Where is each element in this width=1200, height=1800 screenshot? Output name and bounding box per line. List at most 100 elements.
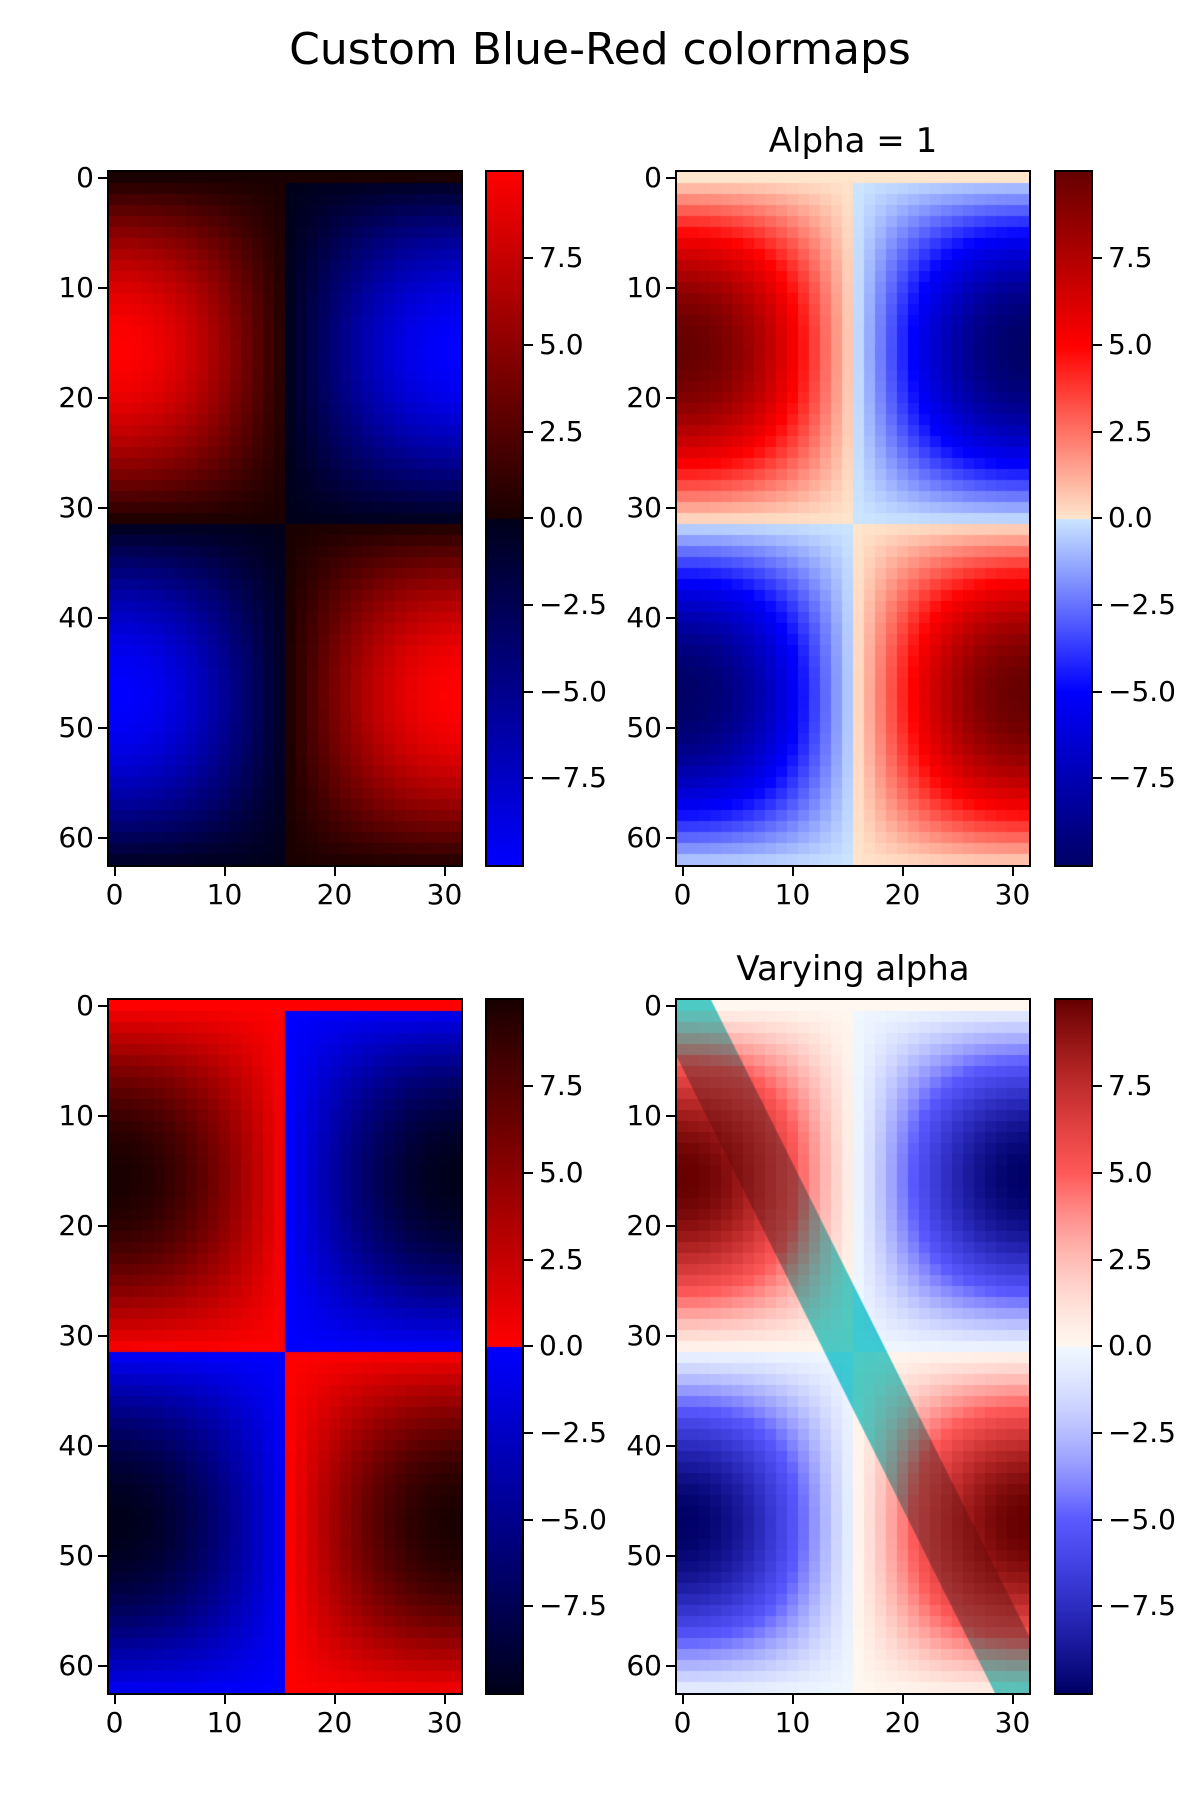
colorbar-tick-label: 2.5	[1108, 1242, 1153, 1276]
colorbar-tick	[1093, 1085, 1102, 1088]
colorbar-tick	[524, 344, 533, 347]
colorbar-tick	[1093, 1432, 1102, 1435]
x-tick-label: 10	[206, 878, 243, 911]
y-tick	[98, 1004, 107, 1007]
y-tick-label: 20	[58, 380, 94, 414]
y-tick-label: 0	[76, 988, 94, 1022]
colorbar-tick-label: 7.5	[1108, 1069, 1153, 1103]
y-tick	[98, 1444, 107, 1447]
heatmap-canvas	[109, 1000, 461, 1693]
x-tick-label: 30	[994, 878, 1031, 911]
y-tick-label: 60	[626, 820, 662, 854]
subplot-title: Varying alpha	[736, 949, 970, 989]
colorbar-tick-label: −5.0	[539, 1502, 607, 1536]
x-tick	[443, 867, 446, 876]
y-tick	[666, 1004, 675, 1007]
y-tick-label: 60	[58, 820, 94, 854]
heatmap-frame	[675, 998, 1031, 1695]
y-tick-label: 40	[626, 600, 662, 634]
x-tick-label: 0	[673, 878, 692, 911]
colorbar-tick	[524, 430, 533, 433]
colorbar-tick	[1093, 1345, 1102, 1348]
colorbar-tick-label: −7.5	[1108, 1589, 1176, 1623]
x-tick	[791, 867, 794, 876]
colorbar-tick	[1093, 1172, 1102, 1175]
colorbar-tick-label: −7.5	[539, 761, 607, 795]
y-tick	[666, 176, 675, 179]
heatmap-frame	[107, 998, 463, 1695]
colorbar-tick-label: −2.5	[1108, 588, 1176, 622]
colorbar-tick	[1093, 344, 1102, 347]
y-tick	[98, 836, 107, 839]
heatmap-canvas	[677, 172, 1029, 865]
y-tick	[98, 506, 107, 509]
x-tick-label: 10	[206, 1706, 243, 1739]
x-tick	[223, 1695, 226, 1704]
y-tick	[98, 396, 107, 399]
colorbar-tick-label: 5.0	[539, 1156, 584, 1190]
colorbar-tick-label: 0.0	[539, 501, 584, 535]
colorbar-tick-label: −7.5	[539, 1589, 607, 1623]
y-tick-label: 20	[58, 1208, 94, 1242]
y-tick-label: 10	[58, 1098, 94, 1132]
heatmap-canvas	[677, 1000, 1029, 1693]
colorbar-frame	[485, 998, 524, 1695]
colorbar-tick-label: 0.0	[1108, 501, 1153, 535]
y-tick	[98, 1224, 107, 1227]
x-tick-label: 30	[994, 1706, 1031, 1739]
colorbar-tick	[1093, 1605, 1102, 1608]
x-tick	[901, 1695, 904, 1704]
colorbar-tick-label: 5.0	[1108, 1156, 1153, 1190]
y-tick	[666, 836, 675, 839]
colorbar-tick-label: 7.5	[539, 241, 584, 275]
heatmap-frame	[107, 170, 463, 867]
colorbar-tick	[1093, 430, 1102, 433]
colorbar-tick	[524, 690, 533, 693]
y-tick	[666, 286, 675, 289]
x-tick	[113, 867, 116, 876]
x-tick	[1011, 867, 1014, 876]
colorbar-tick-label: 2.5	[1108, 414, 1153, 448]
y-tick	[666, 1224, 675, 1227]
y-tick-label: 50	[626, 1538, 662, 1572]
y-tick-label: 60	[626, 1648, 662, 1682]
colorbar-tick-label: 7.5	[1108, 241, 1153, 275]
x-tick-label: 30	[426, 878, 463, 911]
colorbar-tick-label: −5.0	[1108, 1502, 1176, 1536]
colorbar-canvas	[1056, 172, 1091, 865]
y-tick-label: 50	[58, 1538, 94, 1572]
y-tick-label: 40	[58, 600, 94, 634]
x-tick-label: 0	[105, 1706, 124, 1739]
y-tick	[666, 1114, 675, 1117]
colorbar-tick	[524, 1258, 533, 1261]
heatmap-canvas	[109, 172, 461, 865]
y-tick-label: 20	[626, 380, 662, 414]
y-tick	[666, 506, 675, 509]
colorbar-tick	[524, 517, 533, 520]
y-tick	[666, 1334, 675, 1337]
colorbar-tick-label: 5.0	[1108, 328, 1153, 362]
y-tick-label: 40	[626, 1428, 662, 1462]
colorbar-tick-label: 0.0	[539, 1329, 584, 1363]
colorbar-tick	[1093, 777, 1102, 780]
y-tick	[98, 1334, 107, 1337]
x-tick	[681, 867, 684, 876]
colorbar-tick	[1093, 690, 1102, 693]
x-tick	[681, 1695, 684, 1704]
y-tick-label: 20	[626, 1208, 662, 1242]
colorbar-tick	[524, 1432, 533, 1435]
x-tick	[113, 1695, 116, 1704]
x-tick	[901, 867, 904, 876]
subplot-title: Alpha = 1	[768, 121, 938, 161]
figure-title: Custom Blue-Red colormaps	[289, 24, 911, 75]
y-tick-label: 0	[644, 160, 662, 194]
colorbar-canvas	[1056, 1000, 1091, 1693]
x-tick	[223, 867, 226, 876]
y-tick-label: 60	[58, 1648, 94, 1682]
colorbar-canvas	[487, 1000, 522, 1693]
